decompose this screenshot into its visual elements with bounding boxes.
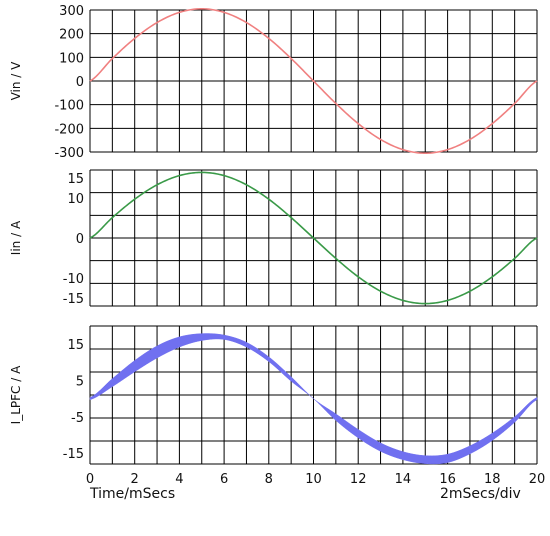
y-axis-label: Iin / A xyxy=(9,220,23,255)
y-tick-label: -5 xyxy=(71,411,84,426)
y-axis-label: Vin / V xyxy=(9,61,23,101)
x-tick-label: 2 xyxy=(131,472,139,487)
y-tick-label: -100 xyxy=(54,99,84,114)
y-tick-label: -15 xyxy=(63,447,84,462)
y-tick-label: -15 xyxy=(63,292,84,307)
x-tick-label: 18 xyxy=(484,472,501,487)
y-tick-label: 0 xyxy=(76,232,84,247)
y-tick-label: 300 xyxy=(59,4,84,19)
x-tick-label: 12 xyxy=(350,472,367,487)
time-scale-label: 2mSecs/div xyxy=(440,486,521,502)
x-tick-label: 20 xyxy=(529,472,546,487)
x-tick-label: 0 xyxy=(86,472,94,487)
y-tick-label: -300 xyxy=(54,146,84,161)
y-tick-label: 5 xyxy=(76,374,84,389)
y-tick-label: 15 xyxy=(67,172,84,187)
x-tick-label: 6 xyxy=(220,472,228,487)
x-tick-label: 10 xyxy=(305,472,322,487)
series-line-1 xyxy=(89,8,538,154)
x-tick-label: 8 xyxy=(265,472,273,487)
panel-3: 15 5 -5 -15 I_LPFC / A 0 2 4 6 8 10 12 14 16 18 20 xyxy=(9,325,546,487)
y-axis-label: I_LPFC / A xyxy=(9,365,23,424)
y-tick-label: 10 xyxy=(67,192,84,207)
y-tick-label: -10 xyxy=(63,272,84,287)
series-band-1 xyxy=(89,333,538,465)
y-tick-label: -200 xyxy=(54,122,84,137)
grid xyxy=(89,325,538,465)
y-tick-label: 0 xyxy=(76,75,84,90)
time-axis-label: Time/mSecs xyxy=(89,486,175,502)
x-tick-label: 4 xyxy=(175,472,183,487)
y-tick-label: 200 xyxy=(59,28,84,43)
y-tick-label: 15 xyxy=(67,338,84,353)
x-tick-label: 16 xyxy=(439,472,456,487)
grid xyxy=(89,169,538,307)
x-tick-label: 14 xyxy=(395,472,412,487)
series-line-1 xyxy=(89,171,538,305)
y-tick-label: 100 xyxy=(59,51,84,66)
panel-2: 15 10 0 -10 -15 Iin / A xyxy=(9,169,538,307)
panel-1: 300 200 100 0 -100 -200 -300 Vin / V xyxy=(9,4,538,161)
